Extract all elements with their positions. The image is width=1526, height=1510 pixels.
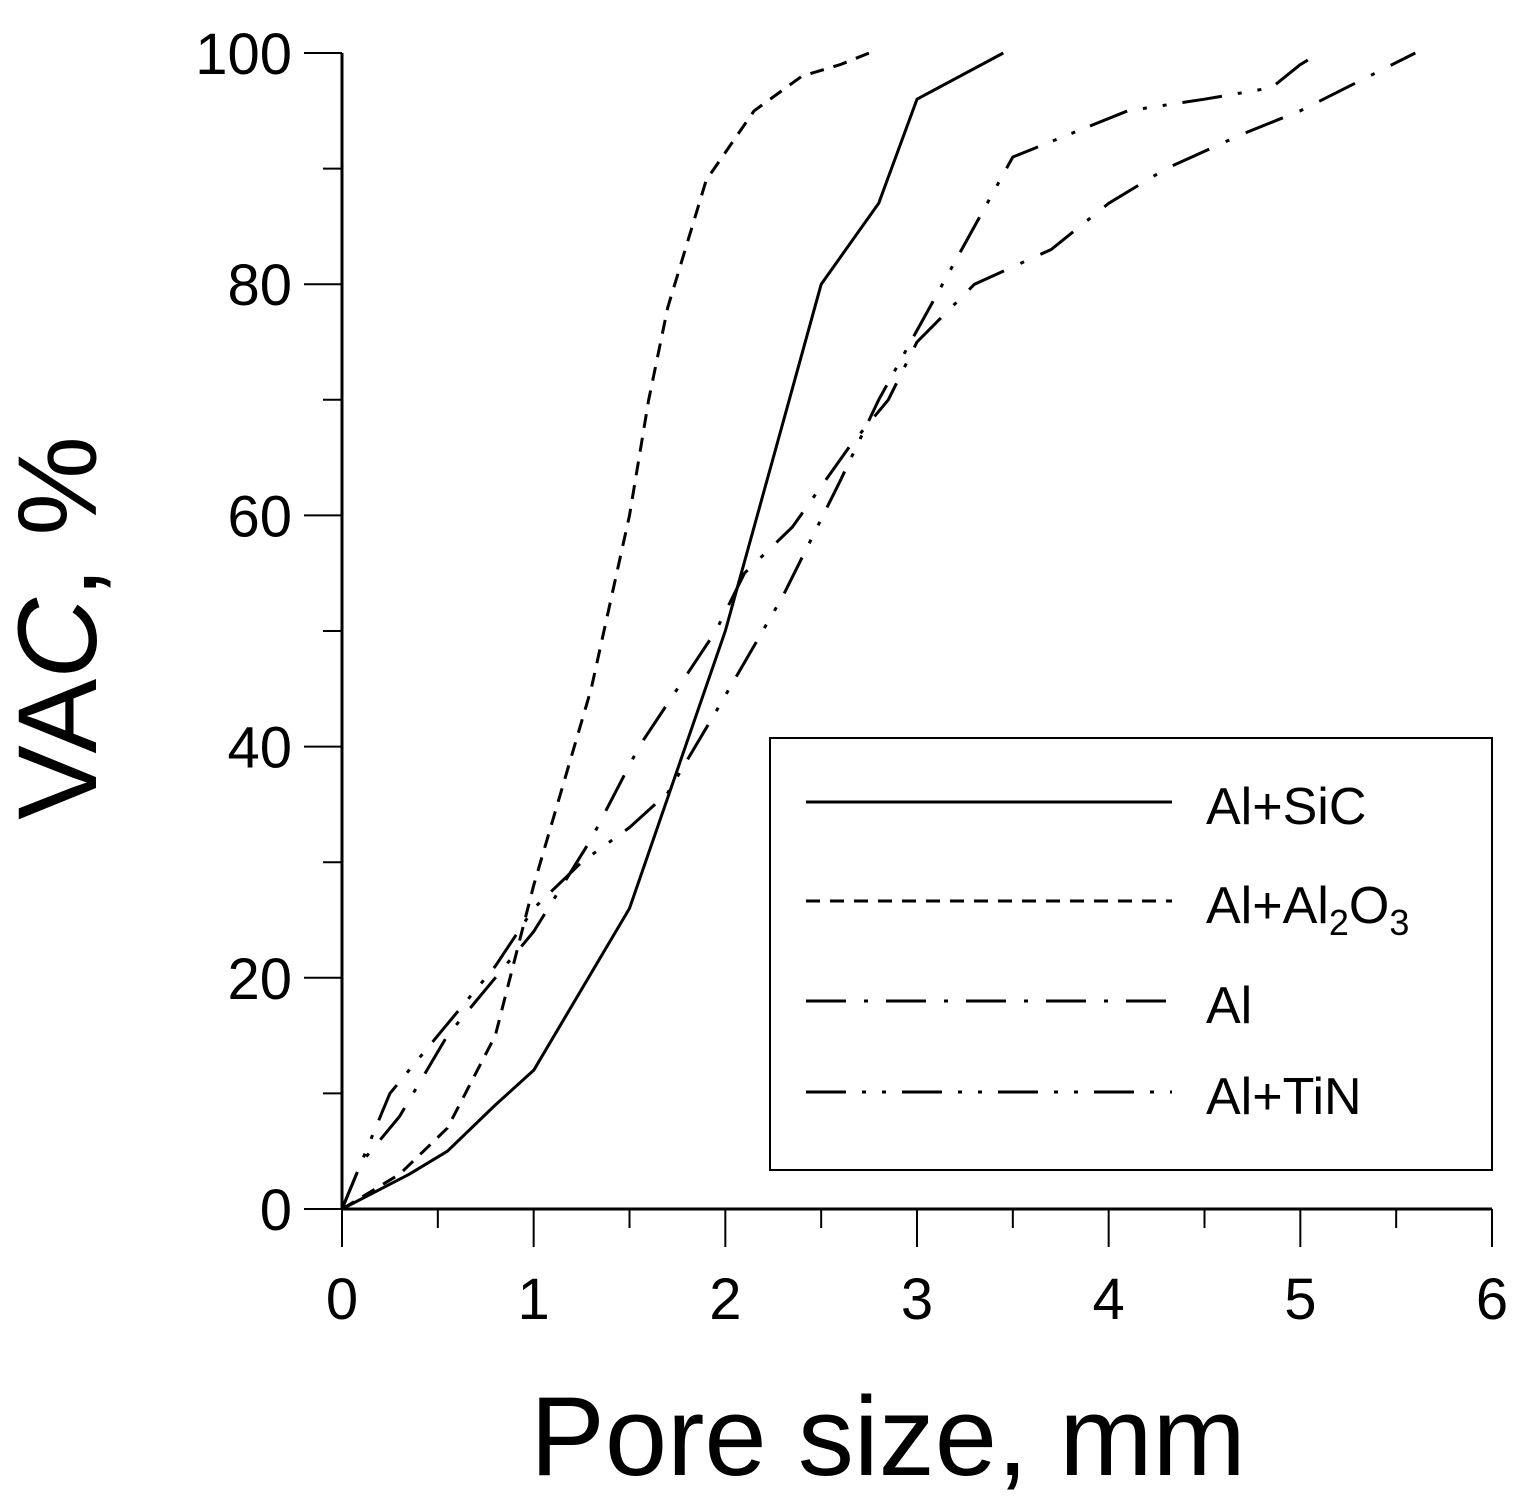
x-tick-label: 2: [709, 1267, 741, 1332]
y-tick-label: 0: [260, 1178, 292, 1243]
y-tick-label: 80: [227, 253, 292, 318]
x-tick-label: 0: [326, 1267, 358, 1332]
x-tick-label: 3: [901, 1267, 933, 1332]
legend-label: Al+SiC: [1206, 778, 1366, 836]
series-layer: [340, 51, 1416, 1211]
y-tick-label: 40: [227, 716, 292, 781]
legend-label: Al+Al2O3: [1206, 877, 1409, 943]
series-line-al-tin: [340, 51, 1321, 1210]
x-tick-label: 6: [1476, 1267, 1508, 1332]
x-tick-label: 1: [518, 1267, 550, 1332]
series-line-al: [340, 51, 1416, 1210]
y-axis-title-rest: , %: [0, 436, 120, 598]
y-axis-title-main: VA: [0, 679, 120, 820]
legend: Al+SiC Al+Al2O3 Al Al+TiN: [769, 737, 1493, 1171]
x-axis-title: Pore size, mm: [530, 1374, 1246, 1499]
x-tick-label: 4: [1093, 1267, 1125, 1332]
y-tick-label: 100: [195, 22, 292, 87]
legend-box: [769, 737, 1493, 1171]
series-line-al-sic: [341, 51, 1005, 1211]
legend-label: Al: [1206, 977, 1252, 1035]
series-line-al-al2o3: [341, 51, 870, 1211]
y-axis-title: VAC, %: [0, 436, 120, 820]
legend-label: Al+TiN: [1206, 1068, 1362, 1126]
x-tick-label: 5: [1284, 1267, 1316, 1332]
y-tick-label: 20: [227, 947, 292, 1012]
y-tick-label: 60: [227, 484, 292, 549]
y-axis-title-italic: C: [0, 597, 120, 679]
